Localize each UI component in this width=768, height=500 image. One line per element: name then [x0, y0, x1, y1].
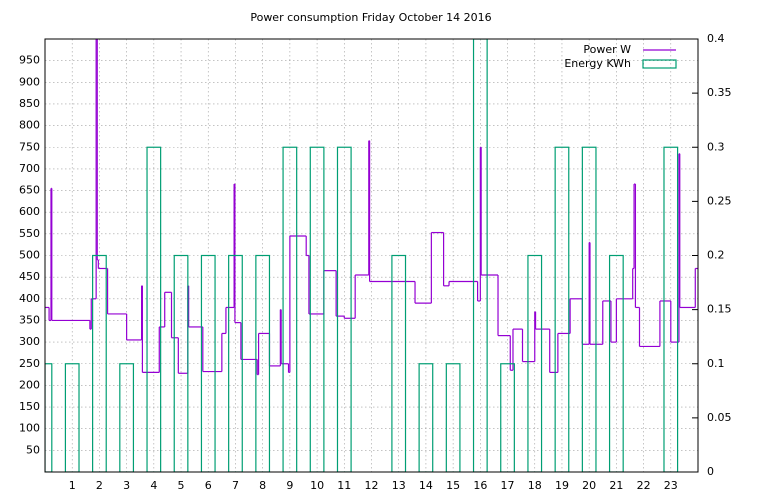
energy-box — [255, 254, 271, 472]
x-tick-label: 21 — [609, 479, 623, 492]
y-tick-label: 500 — [19, 249, 40, 262]
x-tick-label: 20 — [582, 479, 596, 492]
legend-label: Power W — [583, 43, 631, 56]
y-tick-label: 650 — [19, 184, 40, 197]
y2-tick-label: 0.1 — [707, 357, 725, 370]
energy-box — [282, 146, 298, 472]
x-tick-label: 16 — [473, 479, 487, 492]
energy-box — [119, 363, 135, 472]
energy-box — [608, 254, 624, 472]
x-tick-label: 9 — [286, 479, 293, 492]
legend-label: Energy KWh — [564, 57, 631, 70]
energy-box — [92, 254, 107, 472]
x-tick-label: 12 — [365, 479, 379, 492]
energy-box — [527, 254, 543, 472]
x-tick-label: 11 — [337, 479, 351, 492]
y-tick-label: 750 — [19, 140, 40, 153]
energy-box — [309, 146, 325, 472]
x-tick-label: 6 — [205, 479, 212, 492]
x-tick-label: 3 — [123, 479, 130, 492]
x-tick-label: 15 — [446, 479, 460, 492]
x-tick-label: 7 — [232, 479, 239, 492]
x-tick-label: 17 — [501, 479, 515, 492]
y-tick-label: 100 — [19, 422, 40, 435]
energy-box — [146, 146, 162, 472]
plot-border — [44, 38, 699, 473]
plot-area — [45, 39, 698, 472]
x-tick-label: 22 — [637, 479, 651, 492]
energy-box — [445, 363, 461, 472]
energy-box — [418, 363, 434, 472]
y2-tick-label: 0.2 — [707, 249, 725, 262]
y2-tick-label: 0 — [707, 465, 714, 478]
x-tick-label: 8 — [259, 479, 266, 492]
y-tick-label: 450 — [19, 270, 40, 283]
y-tick-label: 550 — [19, 227, 40, 240]
y2-tick-label: 0.25 — [707, 194, 732, 207]
legend-swatch — [642, 59, 677, 69]
x-tick-label: 2 — [96, 479, 103, 492]
energy-box — [336, 146, 352, 472]
y-tick-label: 400 — [19, 292, 40, 305]
y-tick-label: 150 — [19, 400, 40, 413]
energy-box — [391, 254, 407, 472]
x-tick-label: 4 — [150, 479, 157, 492]
y-tick-label: 950 — [19, 54, 40, 67]
y2-tick-label: 0.35 — [707, 86, 732, 99]
chart-title: Power consumption Friday October 14 2016 — [250, 11, 491, 24]
energy-box — [45, 363, 53, 472]
y2-tick-label: 0.15 — [707, 303, 732, 316]
y-tick-label: 700 — [19, 162, 40, 175]
y-tick-label: 800 — [19, 119, 40, 132]
y-tick-label: 300 — [19, 335, 40, 348]
x-tick-label: 23 — [664, 479, 678, 492]
energy-box — [228, 254, 243, 472]
y2-tick-label: 0.3 — [707, 140, 725, 153]
energy-box — [554, 146, 570, 472]
x-tick-label: 5 — [178, 479, 185, 492]
energy-box — [581, 146, 597, 472]
x-tick-label: 19 — [555, 479, 569, 492]
y-tick-label: 50 — [26, 443, 40, 456]
x-tick-label: 14 — [419, 479, 433, 492]
y-tick-label: 350 — [19, 313, 40, 326]
energy-box — [64, 363, 80, 472]
y-tick-label: 600 — [19, 205, 40, 218]
energy-box — [663, 146, 679, 472]
x-tick-label: 10 — [310, 479, 324, 492]
y-tick-label: 850 — [19, 97, 40, 110]
energy-box — [472, 39, 488, 472]
energy-box — [200, 254, 216, 472]
y-tick-label: 250 — [19, 357, 40, 370]
y-tick-label: 200 — [19, 378, 40, 391]
energy-box — [173, 254, 189, 472]
y-tick-label: 900 — [19, 75, 40, 88]
x-tick-label: 18 — [528, 479, 542, 492]
x-tick-label: 13 — [392, 479, 406, 492]
y2-tick-label: 0.05 — [707, 411, 732, 424]
energy-box — [500, 363, 515, 472]
y2-tick-label: 0.4 — [707, 32, 725, 45]
x-tick-label: 1 — [69, 479, 76, 492]
